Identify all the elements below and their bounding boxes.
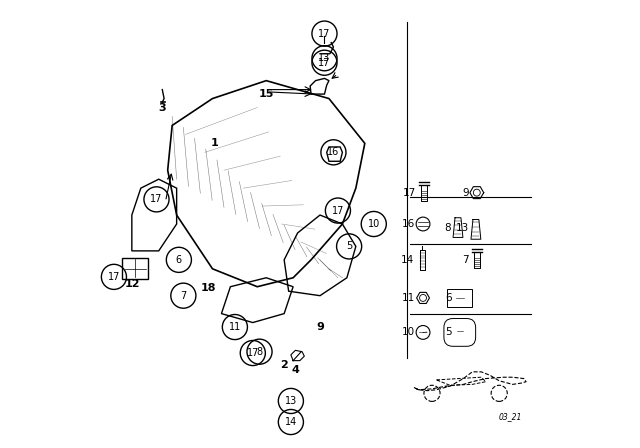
Text: 03_21: 03_21 — [498, 412, 522, 421]
Text: 7: 7 — [180, 291, 186, 301]
Text: 17: 17 — [108, 272, 120, 282]
Text: 17: 17 — [150, 194, 163, 204]
Text: 14: 14 — [401, 255, 414, 265]
Text: 16: 16 — [327, 147, 340, 157]
Text: 2: 2 — [280, 360, 288, 370]
Text: 10: 10 — [367, 219, 380, 229]
Text: 5: 5 — [445, 327, 452, 337]
Text: 14: 14 — [285, 417, 297, 427]
Text: 17: 17 — [332, 206, 344, 215]
Text: 17: 17 — [403, 188, 416, 198]
Text: 8: 8 — [445, 223, 451, 233]
Text: 6: 6 — [176, 255, 182, 265]
Text: 13: 13 — [456, 223, 469, 233]
Text: 15: 15 — [259, 89, 274, 99]
Text: 3: 3 — [159, 103, 166, 112]
Text: 7: 7 — [463, 255, 469, 265]
Text: 9: 9 — [316, 322, 324, 332]
Text: 11: 11 — [228, 322, 241, 332]
Text: 18: 18 — [201, 283, 217, 293]
Text: 4: 4 — [291, 365, 300, 375]
Text: 5: 5 — [346, 241, 352, 251]
Text: 17: 17 — [246, 348, 259, 358]
Text: 11: 11 — [402, 293, 415, 303]
Text: 17: 17 — [318, 58, 331, 68]
Text: 10: 10 — [402, 327, 415, 337]
Text: 13: 13 — [318, 53, 331, 63]
Text: 13: 13 — [285, 396, 297, 406]
Text: 16: 16 — [402, 219, 415, 229]
Text: 6: 6 — [445, 293, 452, 303]
Text: 9: 9 — [463, 188, 469, 198]
Text: 8: 8 — [257, 347, 262, 357]
Text: 1: 1 — [211, 138, 219, 148]
Text: 17: 17 — [318, 29, 331, 39]
Text: 12: 12 — [125, 280, 141, 289]
